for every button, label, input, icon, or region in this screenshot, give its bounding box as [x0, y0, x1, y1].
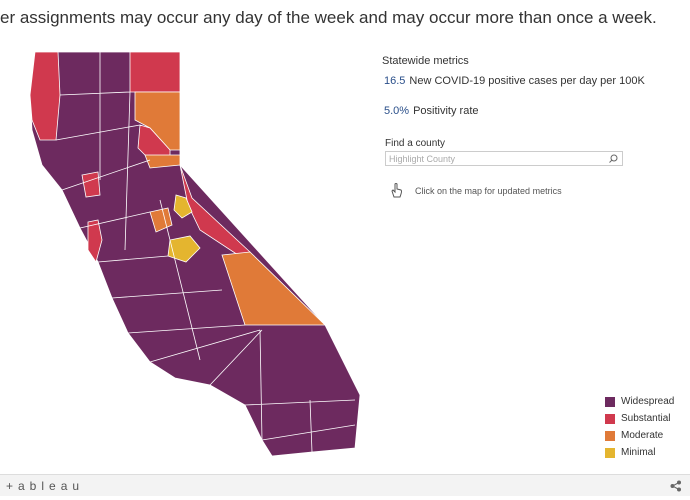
legend-item[interactable]: Widespread [605, 393, 674, 410]
search-placeholder: Highlight County [389, 154, 456, 164]
county[interactable] [87, 219, 103, 263]
legend: Widespread Substantial Moderate Minimal [605, 393, 674, 461]
legend-label: Widespread [621, 396, 675, 407]
metric-label: New COVID-19 positive cases per day per … [409, 75, 645, 87]
metrics-title: Statewide metrics [382, 55, 469, 67]
county[interactable] [173, 194, 193, 219]
county[interactable] [29, 51, 61, 141]
legend-item[interactable]: Moderate [605, 427, 674, 444]
legend-swatch [605, 430, 615, 441]
state[interactable] [29, 51, 361, 457]
metric: 5.0% Positivity rate [384, 105, 479, 117]
legend-swatch [605, 396, 615, 407]
county[interactable] [167, 235, 201, 263]
county[interactable] [129, 51, 181, 93]
header-text: er assignments may occur any day of the … [0, 8, 657, 27]
search-box[interactable]: Highlight County [385, 151, 623, 166]
legend-item[interactable]: Substantial [605, 410, 674, 427]
share-icon[interactable] [670, 480, 682, 492]
legend-item[interactable]: Minimal [605, 444, 674, 461]
search-icon [609, 154, 618, 163]
county-border [55, 52, 356, 453]
map [29, 51, 361, 457]
hand-icon [391, 183, 402, 198]
metric: 16.5 New COVID-19 positive cases per day … [384, 75, 645, 87]
legend-label: Moderate [621, 430, 664, 441]
metric-label: Positivity rate [413, 105, 479, 117]
metric-value: 5.0% [384, 105, 410, 117]
legend-swatch [605, 413, 615, 424]
footer: +ableau [0, 474, 690, 496]
tableau-logo[interactable]: +ableau [6, 479, 85, 493]
county[interactable] [221, 251, 326, 326]
metric-value: 16.5 [384, 75, 406, 87]
search-label: Find a county [385, 138, 446, 149]
legend-swatch [605, 447, 615, 458]
hint-text: Click on the map for updated metrics [415, 186, 562, 196]
legend-label: Substantial [621, 413, 671, 424]
legend-label: Minimal [621, 447, 656, 458]
